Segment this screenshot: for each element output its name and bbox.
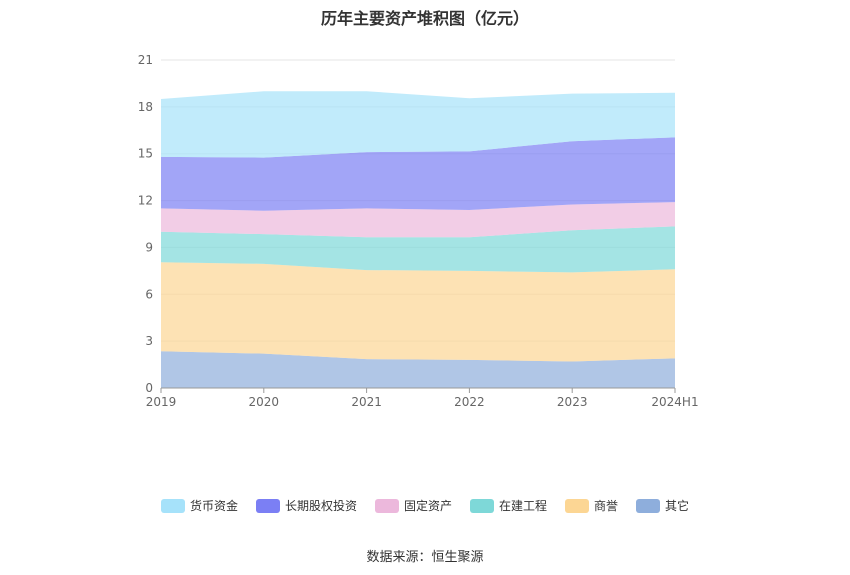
y-tick-label: 6 xyxy=(145,287,153,301)
legend-label: 其它 xyxy=(665,499,690,513)
area-series xyxy=(161,351,675,388)
y-tick-label: 12 xyxy=(138,194,153,208)
x-tick-label: 2023 xyxy=(557,395,588,409)
legend-swatch xyxy=(255,498,280,513)
x-tick-label: 2021 xyxy=(351,395,382,409)
legend-item[interactable]: 在建工程 xyxy=(470,497,547,514)
x-tick-label: 2022 xyxy=(454,395,485,409)
legend-item[interactable]: 其它 xyxy=(636,497,689,514)
legend: 货币资金 长期股权投资 固定资产 在建工程 商誉 其它 xyxy=(0,497,850,514)
legend-label: 长期股权投资 xyxy=(284,499,357,513)
y-tick-label: 3 xyxy=(145,334,153,348)
legend-swatch xyxy=(636,498,661,513)
y-tick-label: 18 xyxy=(138,100,153,114)
y-tick-label: 9 xyxy=(145,240,153,254)
y-tick-label: 0 xyxy=(145,381,153,395)
x-tick-label: 2024H1 xyxy=(651,395,698,409)
legend-swatch xyxy=(565,498,590,513)
legend-label: 固定资产 xyxy=(403,499,452,513)
legend-label: 在建工程 xyxy=(499,499,548,513)
source-note: 数据来源：恒生聚源 xyxy=(366,550,484,565)
y-tick-label: 21 xyxy=(138,53,153,67)
chart-title: 历年主要资产堆积图（亿元） xyxy=(320,9,529,28)
legend-item[interactable]: 长期股权投资 xyxy=(255,497,357,514)
area-series xyxy=(161,137,675,211)
area-series xyxy=(161,262,675,362)
legend-label: 货币资金 xyxy=(189,499,238,513)
x-tick-label: 2020 xyxy=(249,395,280,409)
area-series xyxy=(161,91,675,158)
legend-label: 商誉 xyxy=(594,499,619,513)
legend-swatch xyxy=(160,498,185,513)
legend-item[interactable]: 货币资金 xyxy=(160,497,238,514)
x-tick-label: 2019 xyxy=(146,395,177,409)
legend-item[interactable]: 固定资产 xyxy=(374,497,452,514)
legend-swatch xyxy=(374,498,399,513)
legend-item[interactable]: 商誉 xyxy=(565,497,618,514)
y-tick-label: 15 xyxy=(138,147,153,161)
area-series xyxy=(161,226,675,273)
area-series xyxy=(161,202,675,238)
legend-swatch xyxy=(470,498,494,513)
